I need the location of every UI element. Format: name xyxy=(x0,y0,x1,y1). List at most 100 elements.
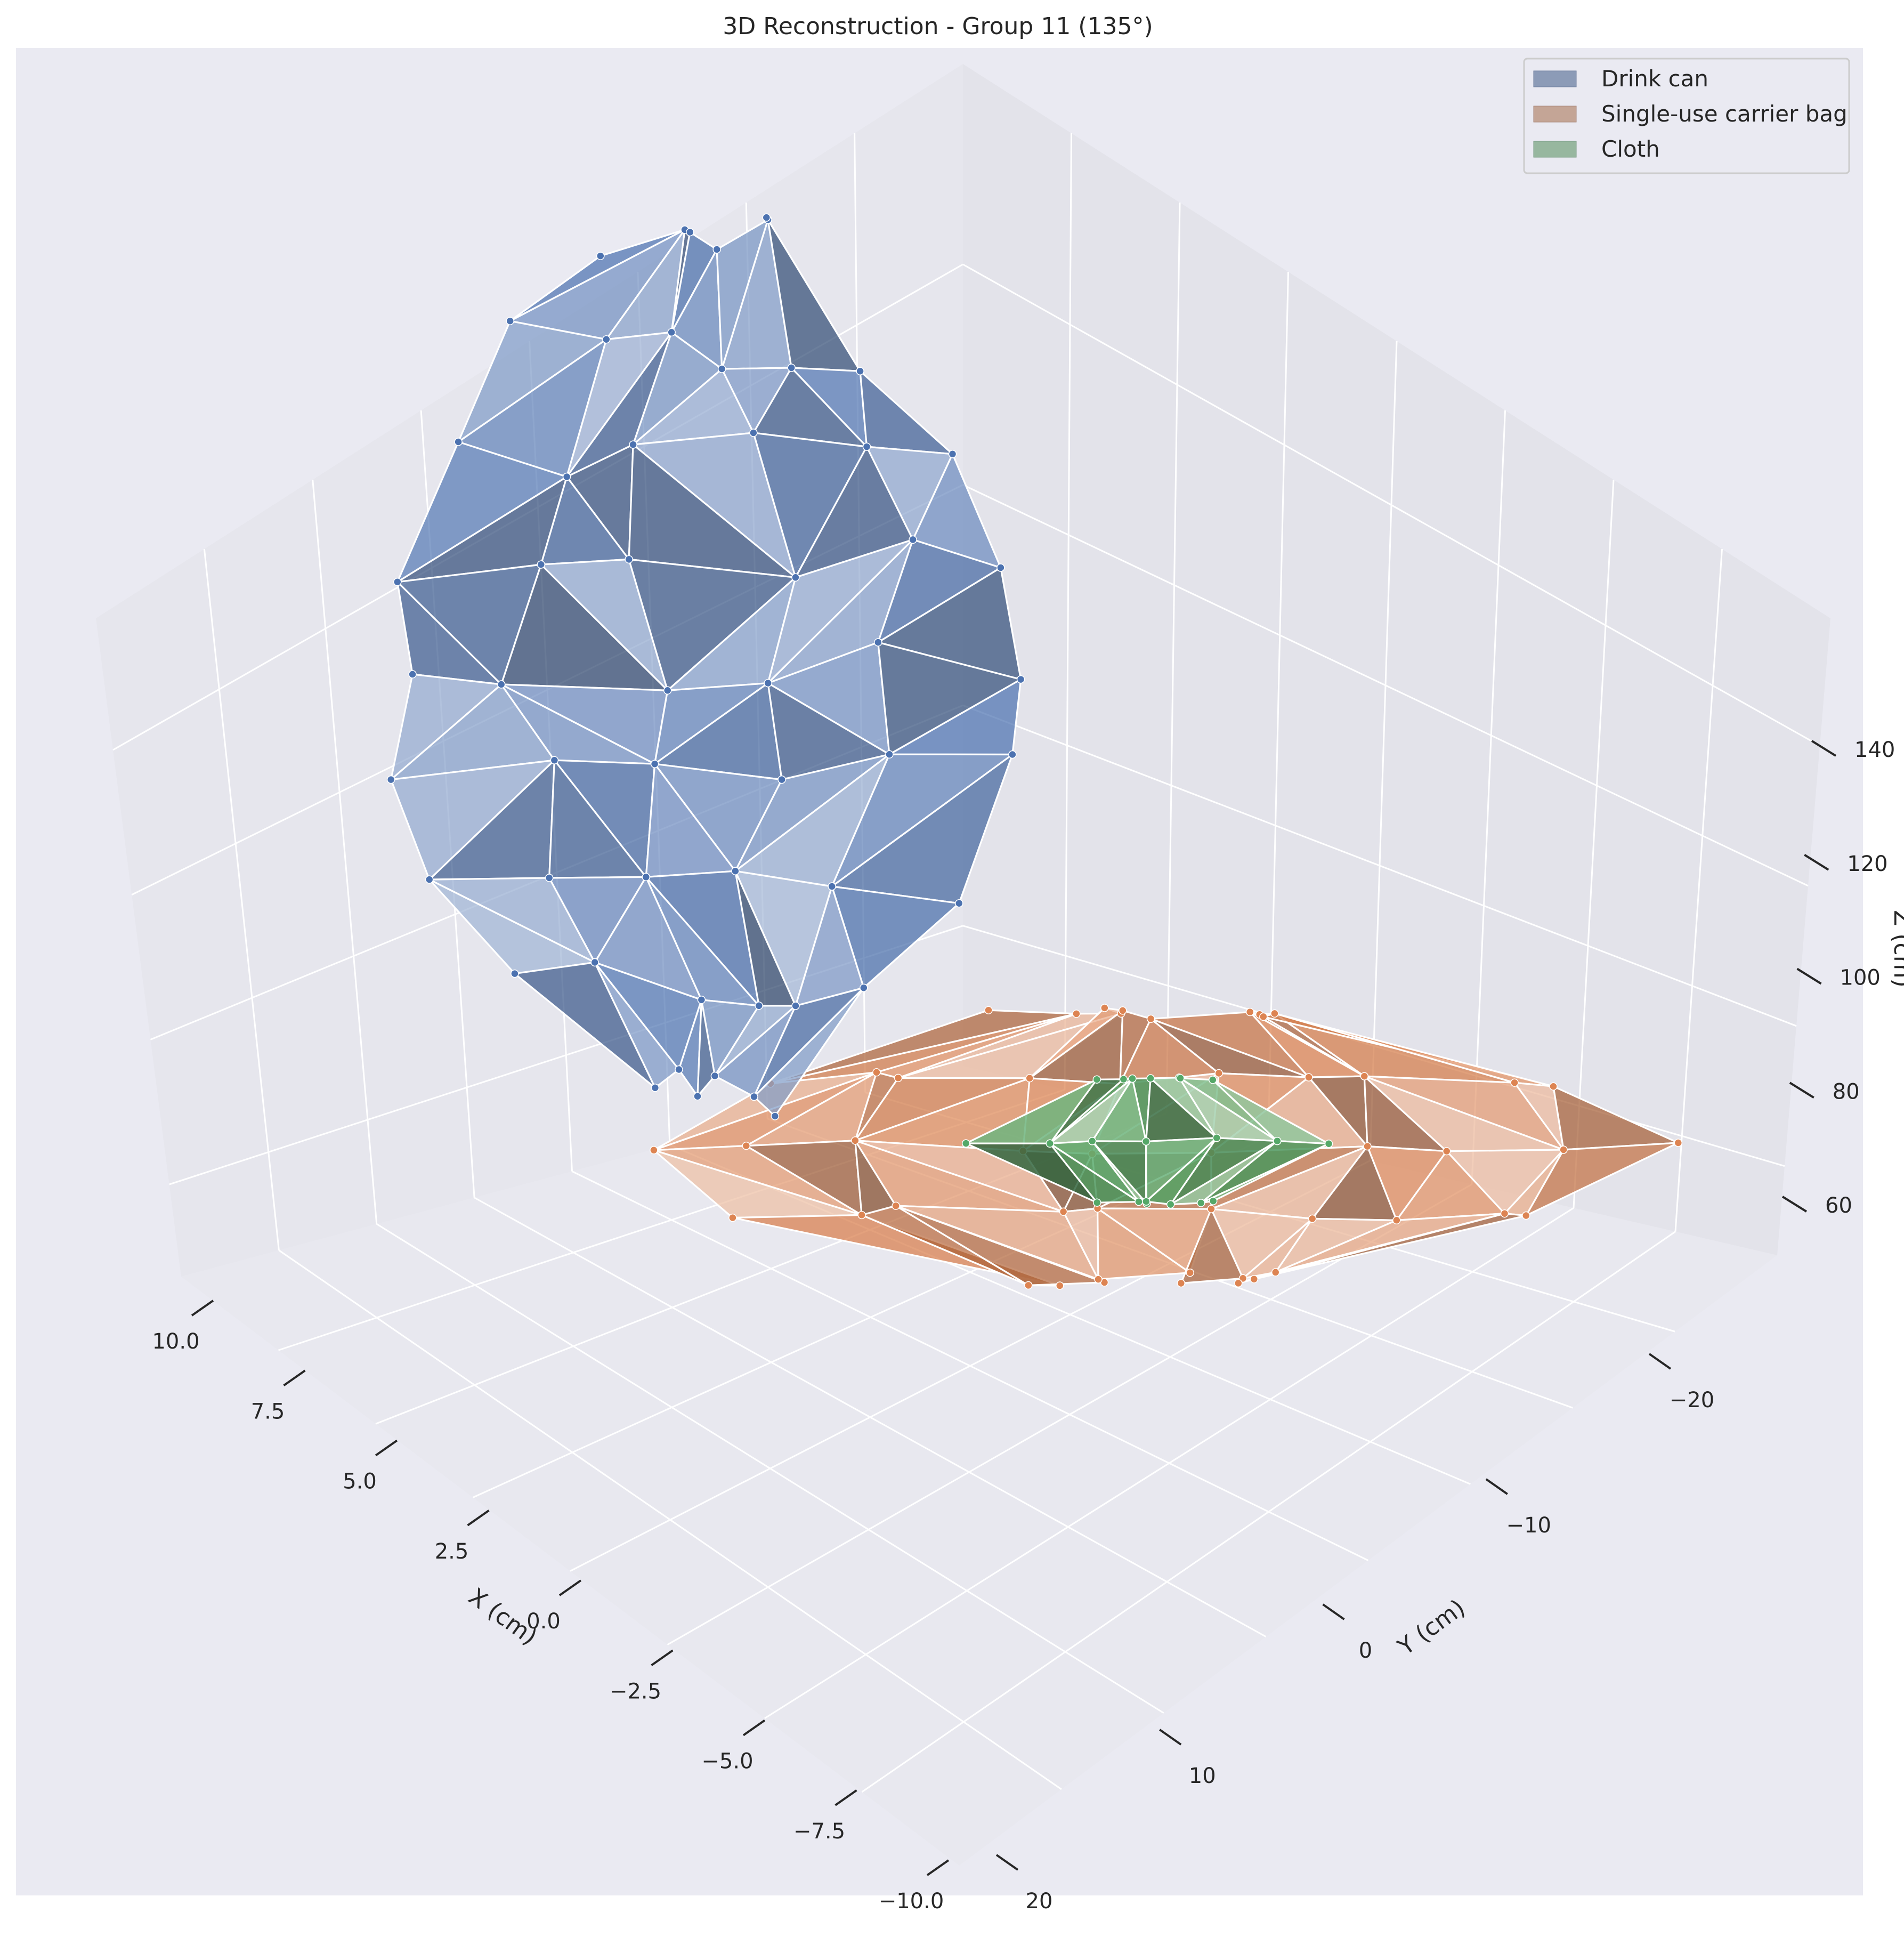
drink-can-vertex xyxy=(408,670,417,679)
x-tick-label: −5.0 xyxy=(701,1749,753,1774)
drink-can-vertex xyxy=(550,756,559,764)
drink-can-vertex xyxy=(629,440,637,449)
carrier-bag-vertex xyxy=(1186,1268,1194,1277)
drink-can-vertex xyxy=(712,245,721,254)
right-pane-z-grid-line xyxy=(962,263,1820,747)
carrier-bag-vertex xyxy=(1308,1214,1317,1223)
carrier-bag-vertex xyxy=(1245,1007,1254,1016)
x-tick-mark xyxy=(191,1300,214,1317)
carrier-bag-vertex xyxy=(1146,1014,1155,1023)
drink-can-vertex xyxy=(885,750,894,759)
drink-can-vertex xyxy=(955,899,963,908)
right-pane-grid-line xyxy=(1573,479,1615,1208)
drink-can-vertex xyxy=(686,228,694,237)
x-tick-mark xyxy=(926,1859,950,1876)
drink-can-vertex xyxy=(1008,750,1017,759)
cloth-vertex xyxy=(1046,1139,1054,1148)
drink-can-face xyxy=(696,999,716,1097)
legend-swatch-drink-can xyxy=(1533,70,1577,87)
drink-can-vertex xyxy=(602,335,611,344)
drink-can-vertex xyxy=(948,450,957,458)
drink-can-vertex xyxy=(506,317,514,325)
carrier-bag-vertex xyxy=(1442,1147,1451,1156)
y-tick-mark xyxy=(995,1854,1019,1871)
drink-can-vertex xyxy=(777,775,786,784)
carrier-bag-vertex xyxy=(1059,1207,1068,1216)
drink-can-vertex xyxy=(860,983,868,992)
x-tick-mark xyxy=(558,1579,582,1596)
drink-can-vertex xyxy=(862,442,871,451)
cloth-vertex xyxy=(1324,1139,1333,1148)
carrier-bag-vertex xyxy=(857,1210,866,1220)
z-tick-mark xyxy=(1789,1082,1814,1099)
x-tick-mark xyxy=(834,1789,857,1806)
carrier-bag-vertex xyxy=(1271,1268,1280,1277)
y-tick-mark xyxy=(1485,1478,1508,1495)
z-tick-mark xyxy=(1811,740,1837,757)
carrier-bag-vertex xyxy=(1270,1009,1279,1018)
carrier-bag-vertex xyxy=(892,1201,900,1210)
right-pane-grid-line xyxy=(1267,271,1289,1137)
drink-can-vertex xyxy=(545,874,554,882)
mesh-surfaces xyxy=(386,213,1683,1290)
drink-can-vertex xyxy=(663,686,672,695)
drink-can-vertex xyxy=(675,1065,683,1074)
drink-can-vertex xyxy=(909,535,917,544)
drink-can-vertex xyxy=(642,873,651,882)
x-tick-label: −10.0 xyxy=(879,1889,944,1914)
right-pane-grid-line xyxy=(1165,202,1181,1113)
drink-can-vertex xyxy=(386,775,395,784)
carrier-bag-vertex xyxy=(984,1006,993,1014)
legend-swatch-cloth xyxy=(1533,141,1577,158)
cloth-vertex xyxy=(1166,1200,1175,1209)
carrier-bag-vertex xyxy=(1100,1004,1109,1012)
cloth-vertex xyxy=(1209,1197,1218,1205)
drink-can-vertex xyxy=(717,365,726,373)
carrier-bag-vertex xyxy=(1559,1145,1568,1154)
drink-can-vertex xyxy=(537,560,546,569)
carrier-bag-vertex xyxy=(851,1136,860,1145)
y-tick-label: 20 xyxy=(1026,1889,1053,1914)
x-tick-mark xyxy=(375,1439,398,1457)
drink-can-vertex xyxy=(710,1071,719,1080)
drink-can-vertex xyxy=(762,213,771,222)
y-tick-label: −10 xyxy=(1506,1513,1551,1538)
cloth-vertex xyxy=(1141,1137,1150,1146)
cloth-vertex xyxy=(1119,1075,1128,1084)
carrier-bag-vertex xyxy=(1056,1281,1064,1290)
legend-label-carrier-bag: Single-use carrier bag xyxy=(1601,101,1848,127)
drink-can-vertex xyxy=(393,578,402,586)
x-tick-label: 0.0 xyxy=(526,1609,561,1634)
cloth-vertex xyxy=(1196,1199,1205,1207)
drink-can-vertex xyxy=(697,996,706,1004)
floor-grid-line xyxy=(278,1249,1062,1790)
right-pane-z-grid-line xyxy=(962,704,1797,1027)
floor-grid-line xyxy=(861,1231,1676,1793)
carrier-bag-vertex xyxy=(1549,1082,1558,1091)
drink-can-mesh xyxy=(386,213,1025,1120)
z-axis-label: Z (cm) xyxy=(1889,910,1904,988)
floor-grid-line xyxy=(376,1223,1164,1714)
drink-can-vertex xyxy=(693,1092,702,1101)
cloth-vertex xyxy=(1212,1134,1221,1142)
y-tick-label: −20 xyxy=(1670,1388,1714,1413)
right-pane-grid-line xyxy=(1471,410,1506,1184)
cloth-vertex xyxy=(1128,1074,1137,1083)
drink-can-vertex xyxy=(562,472,571,481)
carrier-bag-face xyxy=(1237,1213,1506,1284)
y-tick-mark xyxy=(1159,1729,1182,1746)
carrier-bag-vertex xyxy=(1500,1209,1509,1218)
floor-grid-line xyxy=(764,1207,1574,1720)
carrier-bag-vertex xyxy=(1072,1010,1081,1018)
right-pane-grid-line xyxy=(1064,133,1072,1090)
drink-can-vertex xyxy=(750,1092,758,1101)
chart-title: 3D Reconstruction - Group 11 (135°) xyxy=(723,13,1153,40)
x-tick-label: 2.5 xyxy=(435,1539,469,1564)
x-tick-mark xyxy=(283,1369,306,1386)
carrier-bag-face xyxy=(1180,1208,1244,1285)
right-pane-grid-line xyxy=(1674,548,1723,1232)
carrier-bag-vertex xyxy=(1024,1281,1033,1290)
legend-swatch-carrier-bag xyxy=(1533,106,1577,123)
carrier-bag-vertex xyxy=(1207,1205,1216,1213)
drink-can-face xyxy=(753,987,865,1117)
